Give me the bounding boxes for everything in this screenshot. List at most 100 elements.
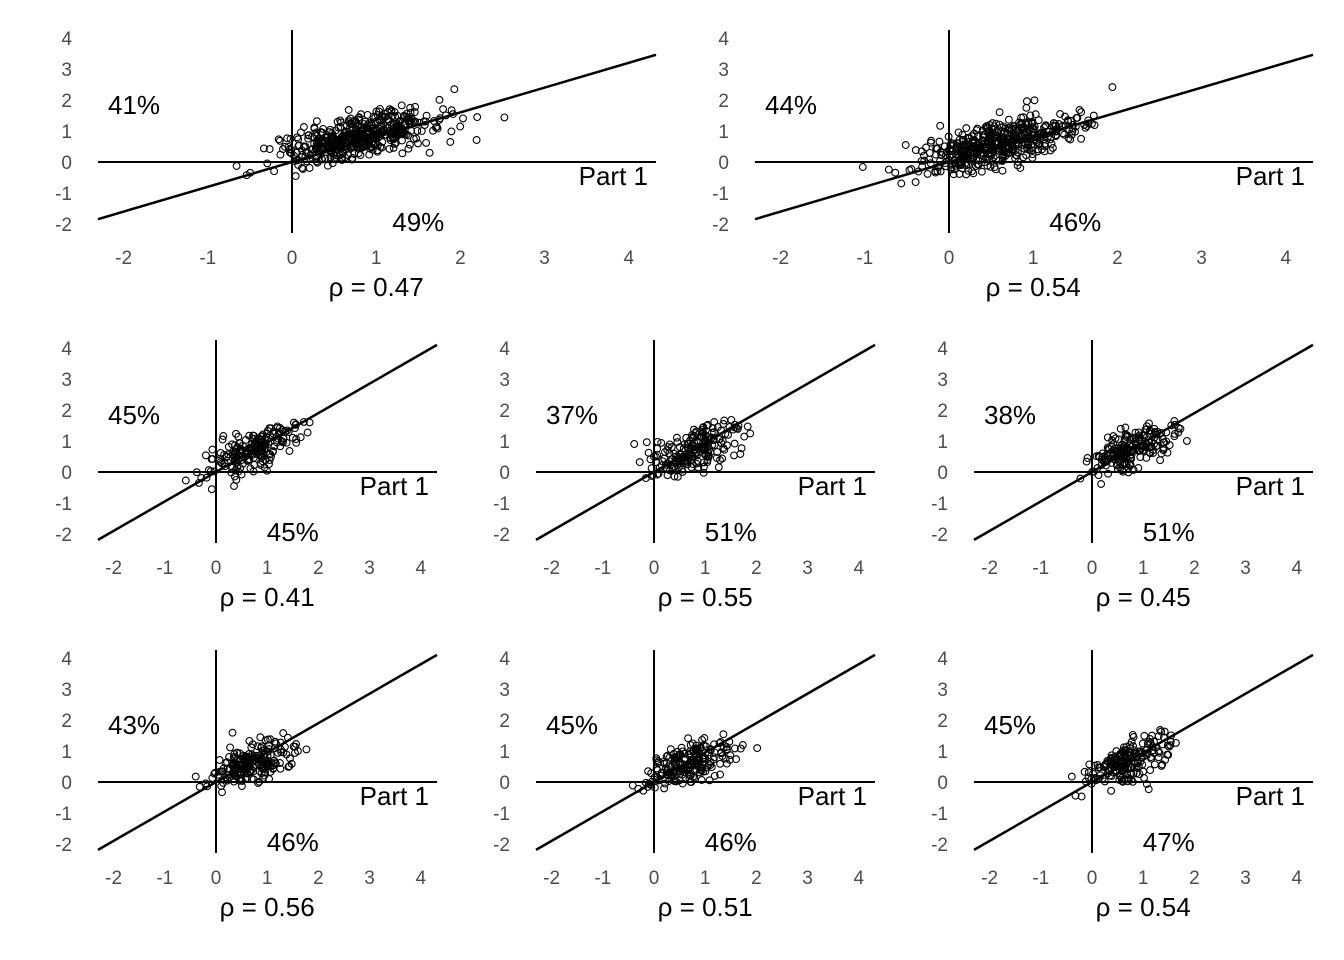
- x-tick-label: 1: [1028, 248, 1039, 269]
- data-point: [1112, 747, 1121, 756]
- y-tick-label: -1: [55, 804, 72, 825]
- data-point: [363, 110, 372, 119]
- data-point: [891, 168, 900, 177]
- data-point: [858, 163, 867, 171]
- y-tick-label: 0: [499, 463, 510, 484]
- data-point: [998, 134, 1006, 143]
- data-point: [1090, 121, 1099, 130]
- y-tick-label: 2: [937, 401, 948, 422]
- data-point: [327, 133, 335, 142]
- data-point: [356, 151, 365, 160]
- data-point: [447, 127, 456, 136]
- data-point: [1066, 135, 1075, 144]
- data-point: [672, 433, 681, 442]
- x-tick-label: -2: [981, 868, 998, 889]
- x-tick-label: -1: [594, 558, 611, 579]
- data-point: [362, 127, 371, 136]
- x-tick-label: 0: [944, 248, 955, 269]
- upper-left-percent: 38%: [984, 400, 1036, 430]
- data-point: [218, 459, 226, 468]
- data-point: [936, 121, 945, 130]
- data-point: [304, 134, 313, 143]
- y-tick-label: 2: [937, 711, 948, 732]
- data-point: [310, 124, 319, 133]
- data-point: [312, 139, 321, 148]
- y-tick-label: 3: [61, 680, 72, 701]
- data-point: [388, 112, 397, 120]
- data-point: [666, 745, 675, 754]
- data-point: [226, 743, 235, 752]
- data-point: [1131, 435, 1140, 444]
- x-tick-label: 4: [416, 558, 427, 579]
- data-point: [673, 438, 682, 447]
- data-point: [409, 134, 418, 143]
- reference-line: [97, 53, 657, 221]
- x-tick-label: 2: [751, 558, 762, 579]
- data-point: [1058, 129, 1067, 138]
- scatter-panel: 4 3 2 1 0 -1 -2 -2 -1 0 1 2 3 4 45% 46% Part 1 ρ = 0.51: [493, 649, 876, 922]
- data-point: [365, 150, 374, 159]
- y-tick-label: 0: [61, 463, 72, 484]
- data-point: [266, 424, 275, 433]
- data-point: [318, 128, 327, 137]
- data-point: [1013, 126, 1022, 135]
- data-point: [291, 172, 300, 181]
- x-tick-label: 3: [1196, 248, 1207, 269]
- x-tick-label: -2: [105, 558, 122, 579]
- data-point: [305, 164, 314, 172]
- data-point: [285, 762, 294, 771]
- data-point: [714, 463, 723, 472]
- data-point: [446, 138, 455, 146]
- data-point: [234, 432, 243, 441]
- data-point: [326, 125, 335, 134]
- data-point: [1138, 760, 1147, 769]
- x-tick-label: 3: [1240, 868, 1251, 889]
- reference-line: [973, 653, 1314, 851]
- data-point: [1107, 772, 1116, 781]
- x-tick-label: 1: [262, 558, 273, 579]
- data-points: [630, 415, 755, 483]
- data-point: [1156, 726, 1165, 734]
- data-point: [746, 429, 755, 438]
- data-point: [716, 456, 724, 464]
- data-point: [920, 151, 928, 160]
- data-point: [1123, 765, 1132, 773]
- y-tick-label: 2: [61, 401, 72, 422]
- data-point: [336, 118, 345, 127]
- data-point: [1155, 748, 1164, 757]
- data-point: [1129, 733, 1138, 741]
- data-point: [715, 435, 724, 444]
- data-point: [1095, 453, 1104, 462]
- data-point: [1134, 447, 1143, 455]
- data-point: [293, 747, 302, 755]
- data-point: [986, 162, 995, 171]
- data-point: [249, 755, 258, 764]
- data-point: [1000, 127, 1009, 136]
- x-tick-label: 4: [1281, 248, 1292, 269]
- data-point: [1108, 83, 1117, 92]
- data-point: [679, 444, 688, 453]
- data-point: [385, 144, 394, 153]
- x-tick-label: 1: [700, 558, 711, 579]
- upper-left-percent: 45%: [546, 710, 598, 740]
- data-point: [1027, 118, 1036, 127]
- x-tick-label: 2: [455, 248, 466, 269]
- reference-line: [97, 653, 438, 851]
- y-tick-label: 1: [937, 432, 948, 453]
- data-point: [710, 771, 719, 780]
- data-point: [716, 759, 725, 768]
- data-point: [1125, 440, 1134, 449]
- data-point: [686, 747, 694, 756]
- data-point: [378, 138, 387, 146]
- data-point: [966, 156, 975, 165]
- data-point: [724, 430, 732, 439]
- scatter-panel: 4 3 2 1 0 -1 -2 -2 -1 0 1 2 3 4 43% 46% Part 1 ρ = 0.56: [55, 649, 438, 922]
- data-point: [1030, 96, 1039, 105]
- data-point: [232, 475, 241, 484]
- x-tick-label: 0: [1087, 868, 1098, 889]
- data-point: [201, 451, 210, 460]
- x-tick-label: -1: [594, 868, 611, 889]
- data-point: [344, 106, 353, 114]
- data-point: [911, 178, 920, 187]
- scatter-panel: 4 3 2 1 0 -1 -2 -2 -1 0 1 2 3 4 45% 45% Part 1 ρ = 0.41: [55, 339, 438, 612]
